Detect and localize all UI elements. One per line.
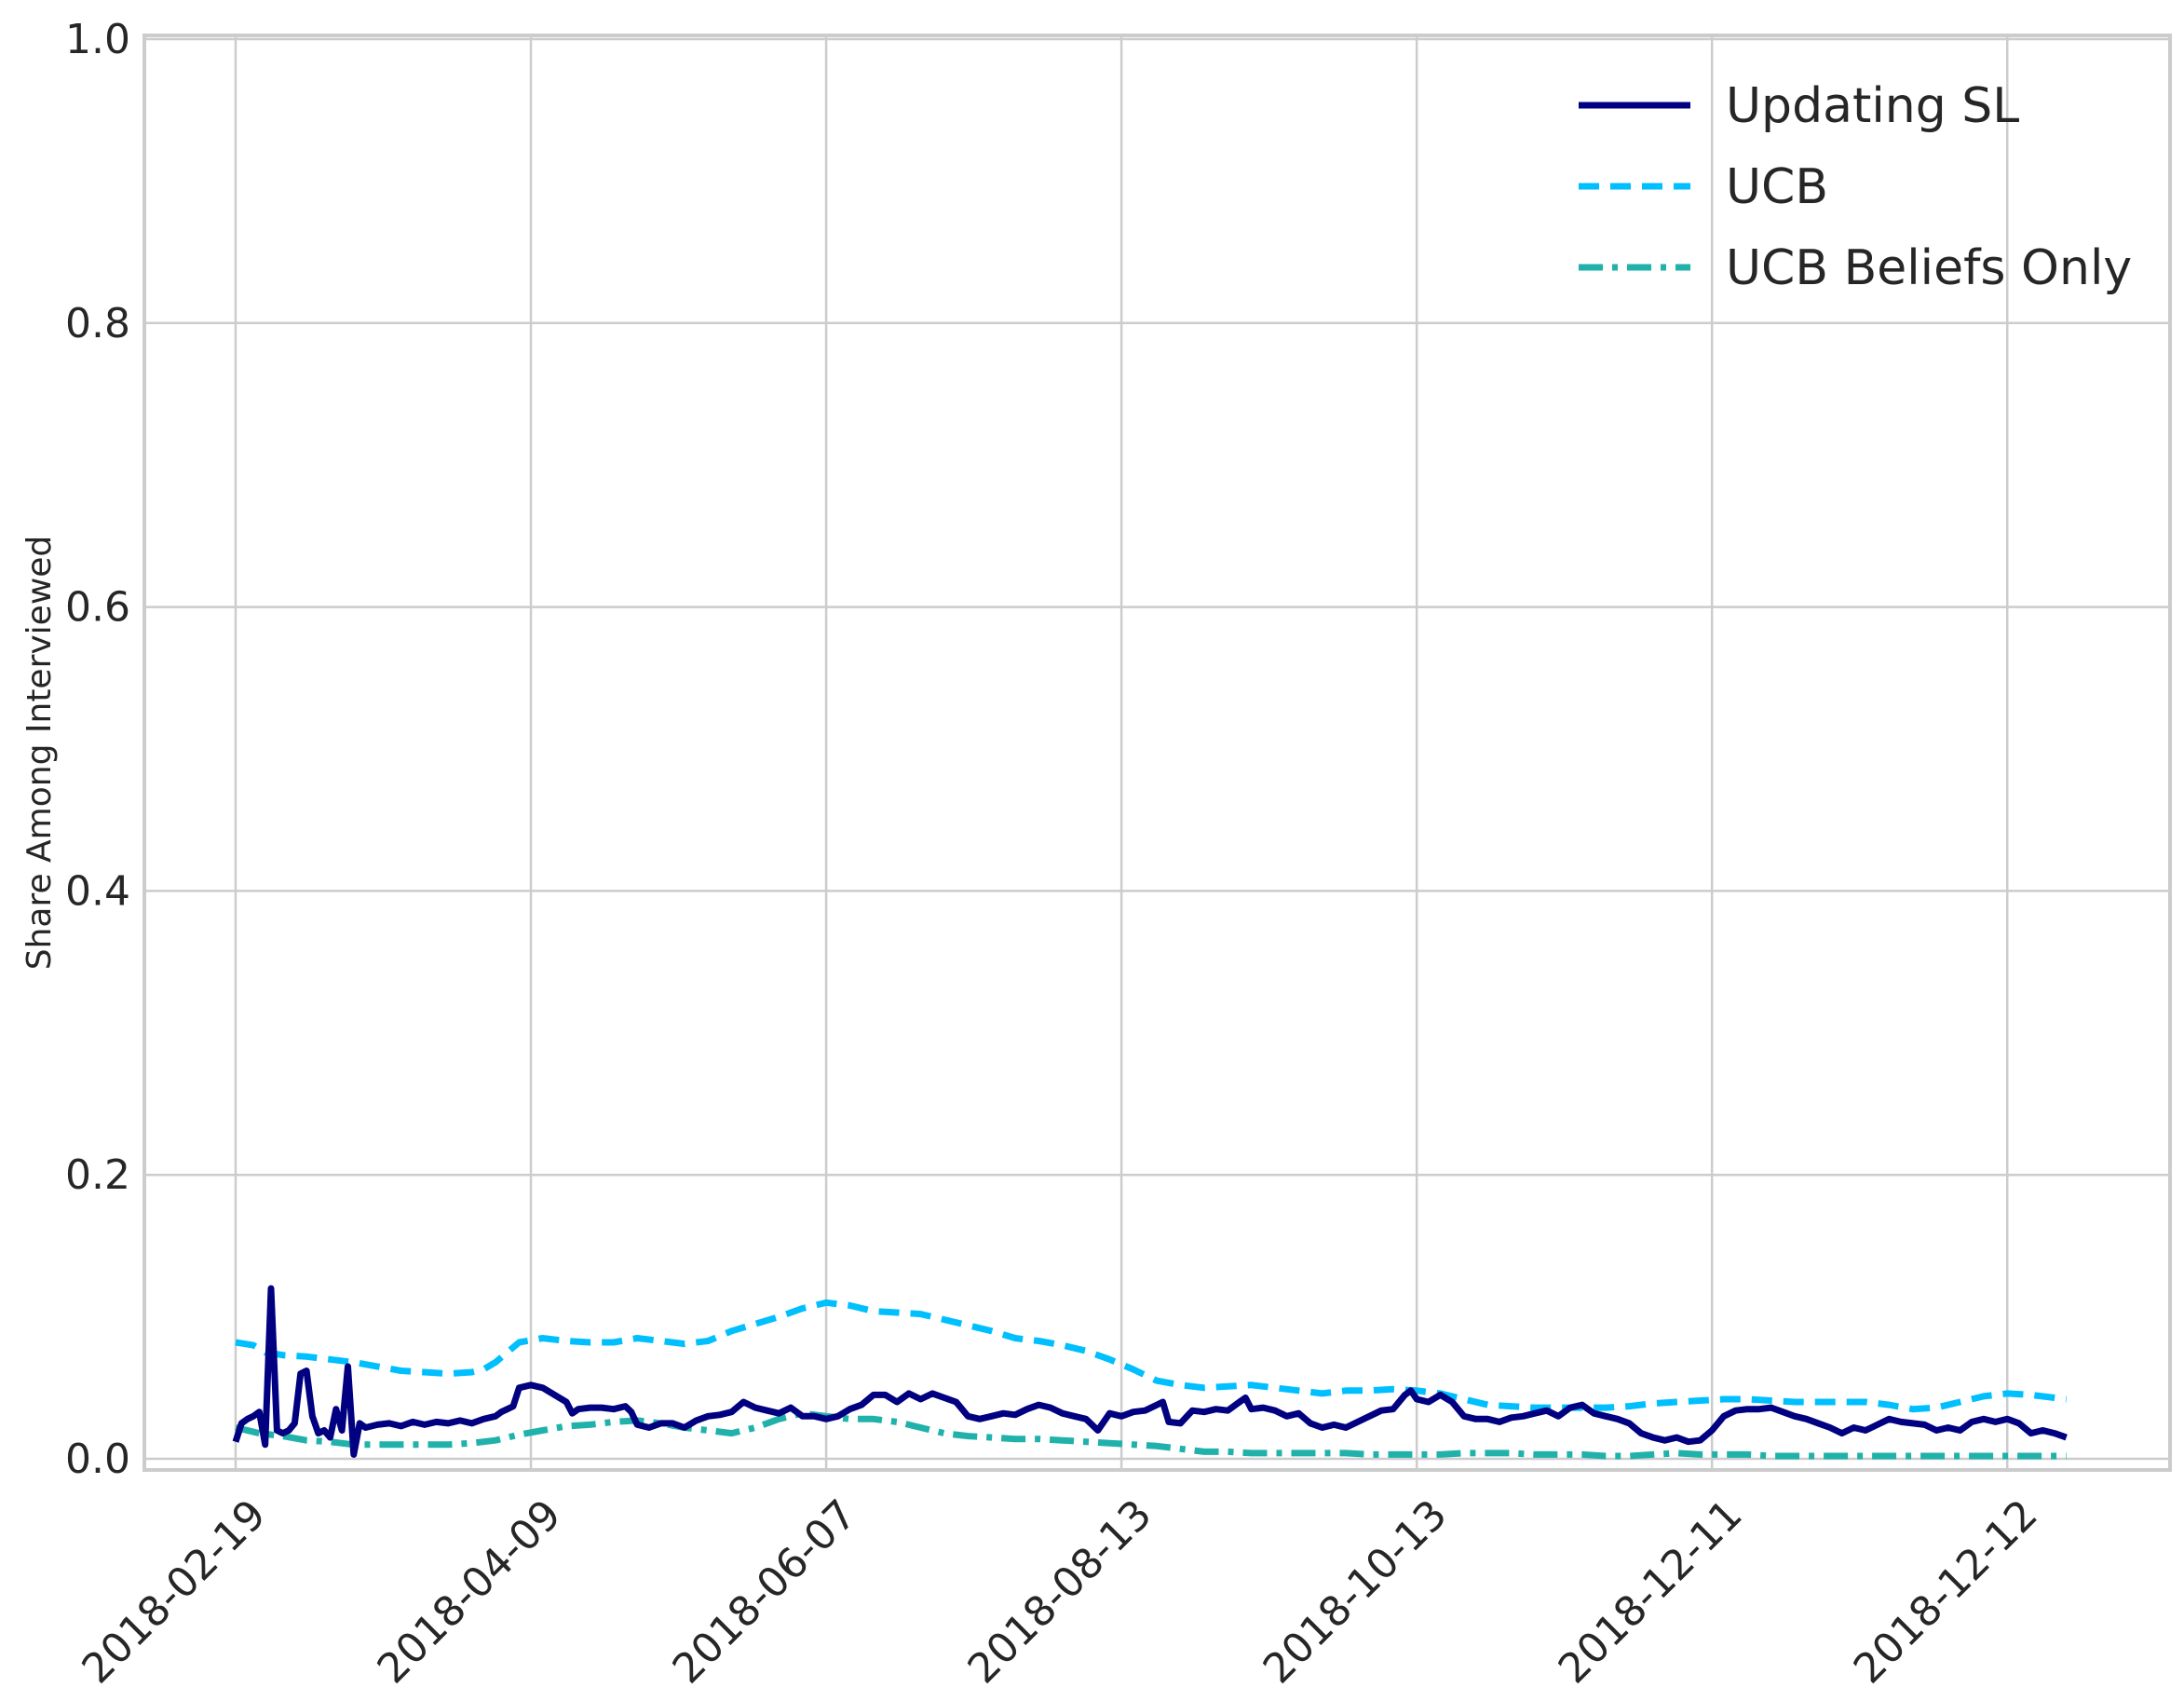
x-tick-label-6: 2018-12-12 — [1845, 1490, 2047, 1693]
x-tick-label-3: 2018-08-13 — [959, 1490, 1161, 1693]
y-axis-label: Share Among Interviewed — [20, 536, 59, 971]
x-tick-label-5: 2018-12-11 — [1550, 1490, 1752, 1693]
series-lines — [232, 1285, 2068, 1460]
grid — [144, 35, 2170, 1470]
y-tick-label-5: 1.0 — [65, 16, 130, 63]
plot-background — [144, 35, 2170, 1470]
y-tick-label-4: 0.8 — [65, 300, 130, 347]
y-tick-labels: 0.0 0.2 0.4 0.6 0.8 1.0 — [65, 16, 130, 1483]
legend-label-1: UCB — [1726, 159, 1828, 215]
series-line-0 — [232, 1285, 2068, 1458]
legend-label-2: UCB Beliefs Only — [1726, 240, 2132, 296]
x-tick-label-1: 2018-04-09 — [369, 1490, 571, 1693]
legend-label-0: Updating SL — [1726, 78, 2019, 134]
series-line-1 — [235, 1299, 2068, 1413]
y-tick-label-3: 0.6 — [65, 584, 130, 632]
x-tick-labels: 2018-02-19 2018-04-09 2018-06-07 2018-08-13… — [74, 1490, 2047, 1693]
x-tick-label-2: 2018-06-07 — [664, 1490, 866, 1693]
y-tick-label-0: 0.0 — [65, 1436, 130, 1483]
legend: Updating SL UCB UCB Beliefs Only — [1579, 78, 2132, 296]
x-tick-label-0: 2018-02-19 — [74, 1490, 276, 1693]
x-tick-label-4: 2018-10-13 — [1255, 1490, 1457, 1693]
plot-frame — [142, 34, 2172, 1472]
y-tick-label-2: 0.4 — [65, 867, 130, 915]
series-line-2 — [235, 1409, 2067, 1460]
y-tick-label-1: 0.2 — [65, 1151, 130, 1199]
